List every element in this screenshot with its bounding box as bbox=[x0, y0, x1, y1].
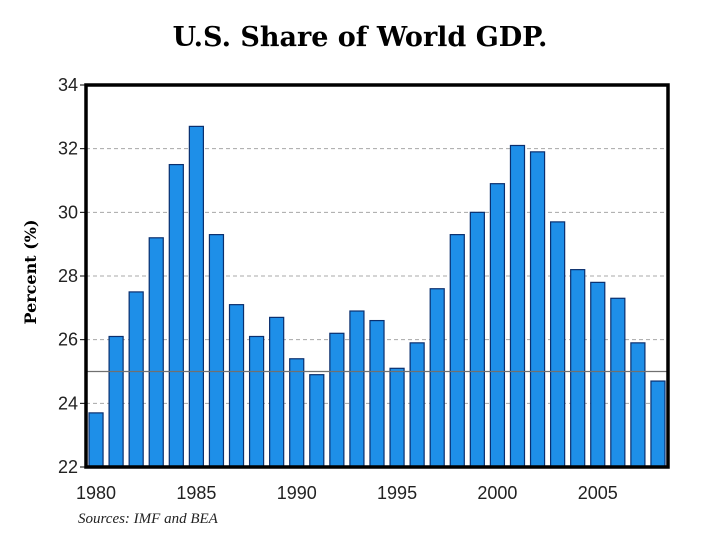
bar-2000 bbox=[489, 183, 506, 468]
y-tick-label: 32 bbox=[58, 139, 78, 159]
bar-2007 bbox=[630, 342, 646, 468]
bar-1983 bbox=[148, 237, 164, 468]
bar-2006 bbox=[610, 297, 626, 468]
bar-1981 bbox=[108, 335, 124, 468]
bar-1992 bbox=[329, 332, 345, 468]
x-axis: 1980 1985 1990 1995 2000 2005 bbox=[76, 483, 618, 503]
y-tick-label: 22 bbox=[58, 457, 78, 477]
x-tick-label: 2005 bbox=[578, 483, 618, 503]
bar-1985 bbox=[188, 125, 205, 468]
y-tick-label: 28 bbox=[58, 266, 78, 286]
y-tick-label: 24 bbox=[58, 393, 78, 413]
bar-1999 bbox=[469, 211, 485, 468]
x-tick-label: 2000 bbox=[477, 483, 517, 503]
bar-2003 bbox=[549, 221, 566, 468]
x-tick-label: 1980 bbox=[76, 483, 116, 503]
bar-1990 bbox=[289, 358, 305, 468]
y-tick-label: 30 bbox=[58, 202, 78, 222]
bar-2005 bbox=[590, 281, 606, 468]
x-tick-label: 1995 bbox=[377, 483, 417, 503]
bar-2008 bbox=[650, 380, 666, 468]
y-axis: 22 24 26 28 30 32 34 bbox=[58, 75, 86, 477]
bar-1982 bbox=[128, 291, 144, 468]
y-tick-label: 26 bbox=[58, 330, 78, 350]
bar-1980 bbox=[88, 412, 104, 468]
y-tick-label: 34 bbox=[58, 75, 78, 95]
bar-1984 bbox=[168, 163, 184, 468]
bar-1997 bbox=[429, 288, 445, 468]
x-tick-label: 1985 bbox=[176, 483, 216, 503]
bar-1996 bbox=[409, 342, 425, 468]
bars bbox=[88, 125, 666, 468]
bar-1988 bbox=[248, 335, 265, 468]
bar-1994 bbox=[369, 319, 385, 468]
chart-title: U.S. Share of World GDP. bbox=[172, 22, 548, 53]
y-axis-label: Percent (%) bbox=[21, 219, 40, 324]
bar-1989 bbox=[269, 316, 285, 468]
bar-1998 bbox=[449, 234, 465, 468]
bar-1991 bbox=[309, 374, 325, 468]
source-note: Sources: IMF and BEA bbox=[78, 511, 218, 527]
bar-2004 bbox=[570, 269, 586, 468]
bar-2002 bbox=[529, 151, 546, 468]
bar-1987 bbox=[228, 304, 245, 468]
x-tick-label: 1990 bbox=[277, 483, 317, 503]
bar-1995 bbox=[389, 367, 405, 468]
bar-1986 bbox=[208, 234, 225, 468]
bar-2001 bbox=[509, 144, 526, 468]
bar-1993 bbox=[349, 310, 365, 468]
